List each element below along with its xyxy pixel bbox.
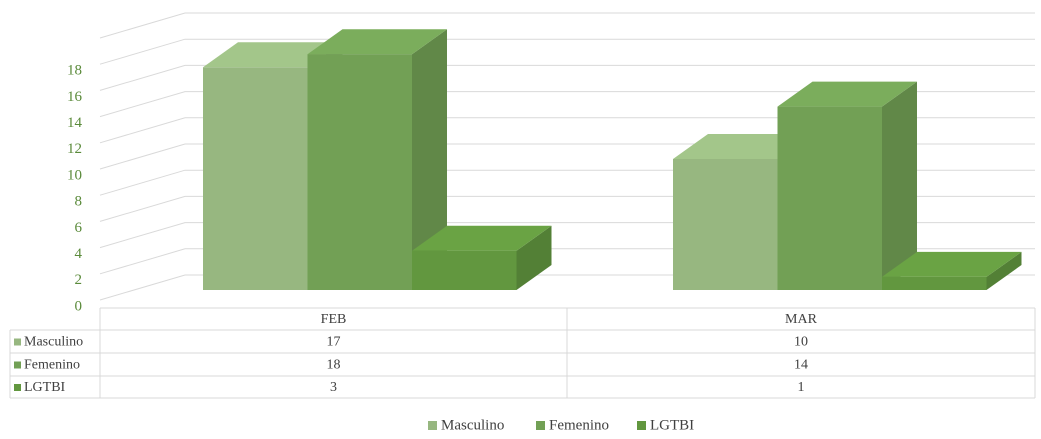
legend-key	[428, 421, 437, 430]
bar-side	[412, 29, 447, 290]
y-tick-label: 12	[67, 141, 82, 157]
legend-label: Femenino	[549, 417, 609, 433]
y-tick-label: 2	[75, 272, 83, 288]
bar-top	[882, 251, 1022, 277]
grid-line	[99, 117, 1035, 144]
bar-top	[412, 225, 552, 251]
legend-key	[536, 421, 545, 430]
y-tick-label: 4	[75, 246, 83, 262]
bar	[673, 159, 778, 290]
y-tick-label: 0	[75, 298, 83, 314]
x-tick-label: MAR	[785, 312, 818, 327]
table-cell: 10	[794, 335, 808, 350]
table-cell: 14	[794, 358, 808, 373]
bar-top	[307, 29, 447, 55]
y-tick-label: 10	[67, 167, 82, 183]
grid-line	[99, 38, 1035, 65]
legend-key	[14, 361, 21, 369]
bar-side	[882, 81, 917, 290]
x-tick-label: FEB	[321, 312, 347, 327]
table-cell: 3	[330, 380, 337, 395]
legend-key	[637, 421, 646, 430]
bar-side	[986, 251, 1022, 290]
bar-top	[777, 81, 917, 107]
table-cell: 17	[327, 335, 341, 350]
bar	[412, 250, 517, 290]
grid-line	[99, 12, 1035, 39]
table-cell: 1	[798, 380, 805, 395]
table-row-label: Femenino	[24, 358, 80, 373]
y-tick-label: 14	[67, 115, 83, 131]
grid-line	[99, 64, 1035, 91]
y-tick-label: 8	[75, 194, 83, 210]
bar	[882, 276, 987, 290]
legend-key	[14, 384, 21, 391]
bar	[307, 54, 412, 291]
table-cell: 18	[327, 358, 341, 373]
legend-label: Masculino	[441, 417, 504, 433]
y-tick-label: 6	[75, 220, 83, 236]
legend-label: LGTBI	[650, 417, 694, 433]
bar	[203, 67, 308, 290]
grid-line	[99, 91, 1035, 118]
table-row-label: LGTBI	[24, 380, 66, 395]
legend-key	[14, 338, 21, 346]
table-row-label: Masculino	[24, 335, 83, 350]
bar	[777, 106, 882, 290]
y-tick-label: 18	[67, 63, 82, 79]
y-tick-label: 16	[67, 89, 83, 105]
bar-side	[516, 225, 552, 290]
